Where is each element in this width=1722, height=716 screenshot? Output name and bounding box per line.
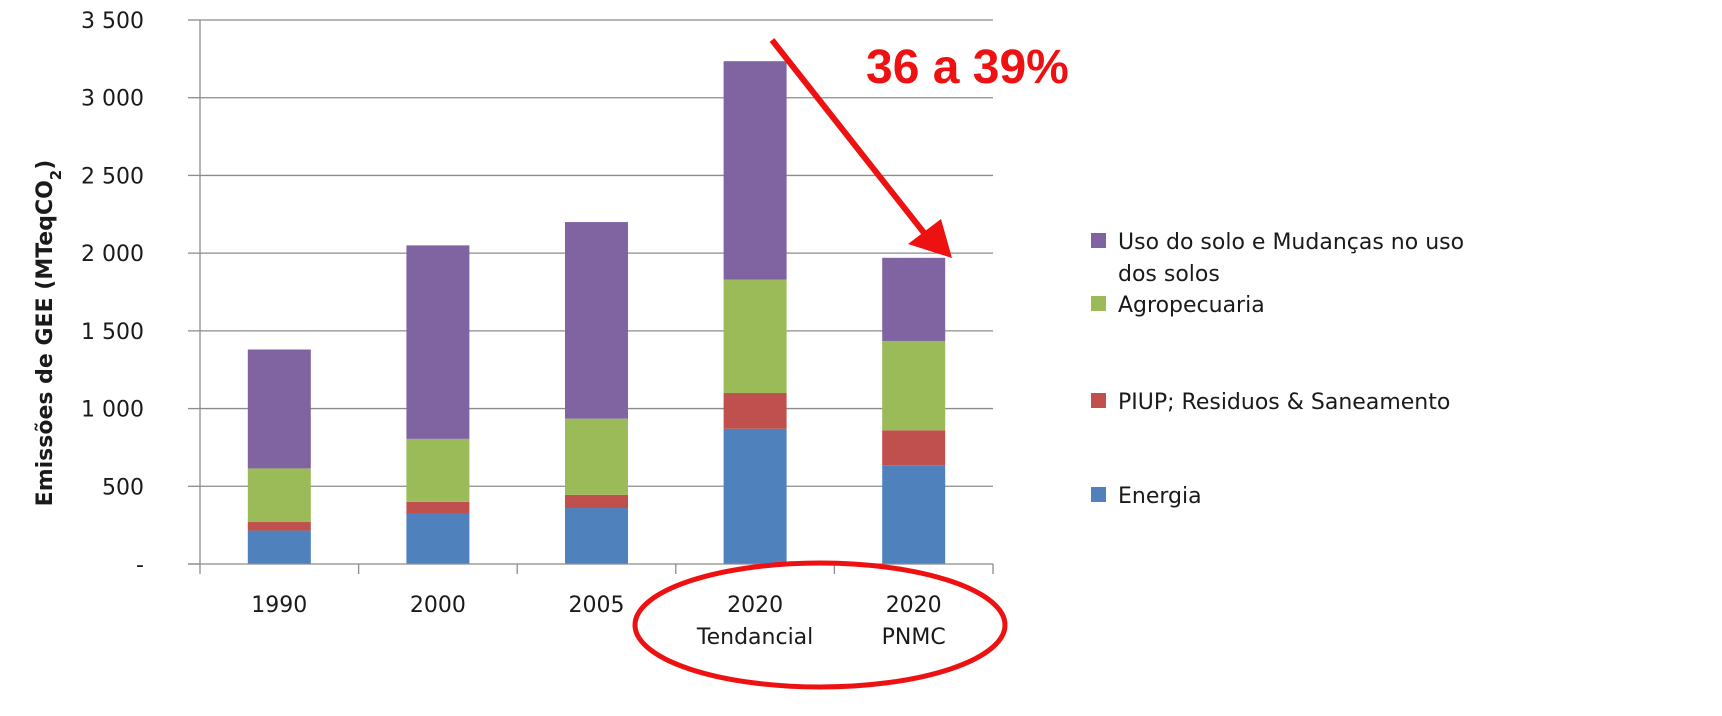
bar-segment bbox=[565, 494, 628, 509]
legend-label: PIUP; Residuos & Saneamento bbox=[1118, 390, 1450, 415]
bar-segment bbox=[882, 465, 946, 564]
y-axis-label: Emissões de GEE (MTeqCO2) bbox=[33, 160, 65, 507]
x-tick-label: Tendancial bbox=[696, 625, 813, 650]
x-tick-label: 2000 bbox=[410, 593, 466, 618]
bar-segment bbox=[247, 468, 311, 523]
bar-segment bbox=[565, 508, 628, 564]
bar-segment bbox=[406, 501, 470, 514]
y-tick-label: 500 bbox=[102, 475, 144, 500]
y-tick-label: 1 000 bbox=[81, 398, 144, 423]
y-axis-label-main: Emissões de GEE (MTeqCO bbox=[33, 180, 58, 506]
y-tick-label: 3 500 bbox=[81, 9, 144, 34]
bar-segment bbox=[882, 340, 946, 431]
bar-segment bbox=[565, 418, 628, 495]
legend-swatch bbox=[1091, 296, 1106, 311]
legend-swatch bbox=[1091, 487, 1106, 502]
y-axis-label-subscript: 2 bbox=[47, 170, 65, 180]
reduction-arrow-line bbox=[769, 38, 935, 245]
legend-swatch bbox=[1091, 393, 1106, 408]
y-axis-label-suffix: ) bbox=[33, 160, 58, 170]
bar-segment bbox=[406, 245, 470, 439]
x-tick-label: 2005 bbox=[569, 593, 625, 618]
bar-segment bbox=[723, 428, 787, 564]
bar-segment bbox=[247, 530, 311, 564]
x-tick-label: 1990 bbox=[251, 593, 307, 618]
reduction-label: 36 a 39% bbox=[866, 41, 1069, 94]
y-tick-label: 3 000 bbox=[81, 87, 144, 112]
y-tick-label: - bbox=[136, 553, 144, 578]
bar-segment bbox=[247, 522, 311, 531]
bar-segment bbox=[723, 61, 787, 280]
x-tick-labels: 1990 2000 2005 2020 Tendancial 2020 PNMC bbox=[251, 593, 945, 650]
legend-label: Uso do solo e Mudanças no uso bbox=[1118, 230, 1464, 255]
reduction-arrow-head bbox=[908, 219, 952, 258]
y-tick-label: 2 000 bbox=[81, 242, 144, 267]
legend: Uso do solo e Mudanças no uso dos solos Ag… bbox=[1091, 230, 1464, 509]
y-tick-label: 1 500 bbox=[81, 320, 144, 345]
legend-label: dos solos bbox=[1118, 262, 1220, 287]
bar-segment bbox=[882, 257, 946, 341]
x-tick-label: PNMC bbox=[882, 625, 946, 650]
reduction-annotation: 36 a 39% bbox=[632, 38, 1069, 690]
bar-segment bbox=[565, 222, 628, 419]
bar-segment bbox=[882, 430, 946, 466]
bar-segment bbox=[406, 513, 470, 564]
bars bbox=[247, 61, 946, 564]
bar-segment bbox=[723, 393, 787, 429]
bar-segment bbox=[723, 279, 787, 394]
legend-label: Energia bbox=[1118, 484, 1202, 509]
y-tick-labels: - 500 1 000 1 500 2 000 2 500 3 000 3 500 bbox=[81, 9, 144, 578]
y-tick-label: 2 500 bbox=[81, 164, 144, 189]
bar-segment bbox=[247, 349, 311, 469]
x-tick-label: 2020 bbox=[727, 593, 783, 618]
x-tick-label: 2020 bbox=[886, 593, 942, 618]
highlight-ellipse bbox=[632, 560, 1008, 690]
legend-swatch bbox=[1091, 233, 1106, 248]
bar-segment bbox=[406, 438, 470, 502]
legend-label: Agropecuaria bbox=[1118, 293, 1265, 318]
